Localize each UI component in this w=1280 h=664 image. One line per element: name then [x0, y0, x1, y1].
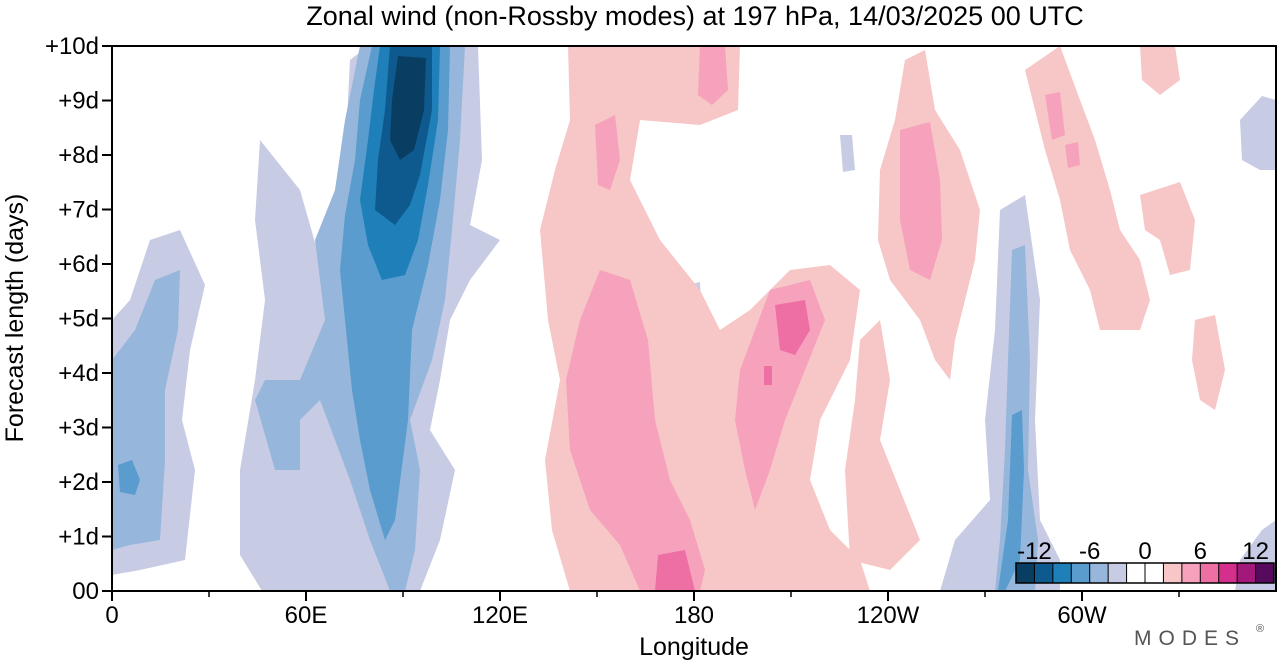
x-tick-label: 60E	[285, 602, 328, 629]
colorbar-swatch	[1255, 563, 1275, 583]
colorbar-swatch	[1145, 563, 1164, 583]
colorbar-tick-label: 0	[1138, 538, 1151, 565]
x-tick-label: 60W	[1057, 602, 1107, 629]
colorbar-swatch	[1200, 563, 1220, 583]
contour-region-pos-4-e	[1045, 92, 1065, 140]
contour-region-pos-4-d	[698, 46, 728, 105]
colorbar-tick-label: 6	[1194, 538, 1207, 565]
y-axis: 00 +1d +2d +3d +4d +5d +6d +7d +8d +9d +10d	[45, 33, 112, 605]
y-tick-label: +3d	[58, 415, 99, 442]
contour-region-pos-6	[775, 300, 810, 355]
contour-region-pos-6-c	[764, 366, 772, 385]
chart-title: Zonal wind (non-Rossby modes) at 197 hPa…	[306, 1, 1083, 31]
colorbar-swatch	[1034, 563, 1054, 583]
contour-region-pos-4-w	[900, 122, 942, 280]
y-tick-label: +6d	[58, 251, 99, 278]
colorbar-tick-label: -12	[1017, 538, 1052, 565]
x-axis: 0 60E 120E 180 120W 60W	[105, 591, 1180, 629]
y-tick-label: +9d	[58, 88, 99, 115]
x-tick-label: 120W	[857, 602, 920, 629]
contour-region-pos-2-w2	[845, 320, 920, 570]
contour-region-neg-6-atl	[998, 410, 1024, 591]
y-tick-label: +8d	[58, 142, 99, 169]
x-tick-label: 0	[105, 602, 118, 629]
contour-region-pos-2-e3	[1192, 315, 1225, 410]
contour-region-pos-6-b	[655, 550, 695, 591]
y-tick-label: +10d	[45, 33, 99, 60]
colorbar-swatch	[1052, 563, 1072, 583]
contour-region-neg-6-west	[118, 460, 140, 495]
contour-region-pos-2-e2	[1140, 182, 1195, 275]
registered-mark: ®	[1256, 623, 1264, 635]
y-tick-label: +5d	[58, 306, 99, 333]
y-axis-label: Forecast length (days)	[1, 194, 29, 443]
colorbar-swatch	[1237, 563, 1257, 583]
colorbar-tick-label: -6	[1079, 538, 1100, 565]
contour-region-neg-2-small-b	[840, 135, 855, 172]
colorbar-swatch	[1126, 563, 1146, 583]
contour-region-pos-4-e2	[1065, 142, 1080, 168]
y-tick-label: 00	[72, 578, 99, 605]
colorbar-swatch	[1218, 563, 1238, 583]
colorbar-swatch	[1071, 563, 1091, 583]
contour-region-neg-14	[390, 56, 426, 160]
y-tick-label: +7d	[58, 197, 99, 224]
brand-watermark: MODES	[1134, 627, 1246, 650]
colorbar-swatch	[1089, 563, 1109, 583]
x-axis-label: Longitude	[639, 633, 749, 661]
y-tick-label: +1d	[58, 524, 99, 551]
contour-region-neg-2-east	[1240, 96, 1276, 170]
colorbar: -12 -6 0 6 12	[1015, 538, 1275, 584]
contour-region-pos-4	[566, 270, 705, 591]
colorbar-tick-label: 12	[1242, 538, 1269, 565]
x-tick-label: 180	[674, 602, 714, 629]
colorbar-swatch	[1016, 563, 1035, 583]
contour-region-pos-2-e4	[1140, 46, 1180, 95]
y-tick-label: +2d	[58, 469, 99, 496]
x-tick-label: 120E	[472, 602, 528, 629]
colorbar-swatch	[1163, 563, 1183, 583]
colorbar-swatch	[1181, 563, 1201, 583]
colorbar-swatch	[1108, 563, 1128, 583]
contour-region-pos-4-c	[595, 115, 620, 190]
y-tick-label: +4d	[58, 360, 99, 387]
